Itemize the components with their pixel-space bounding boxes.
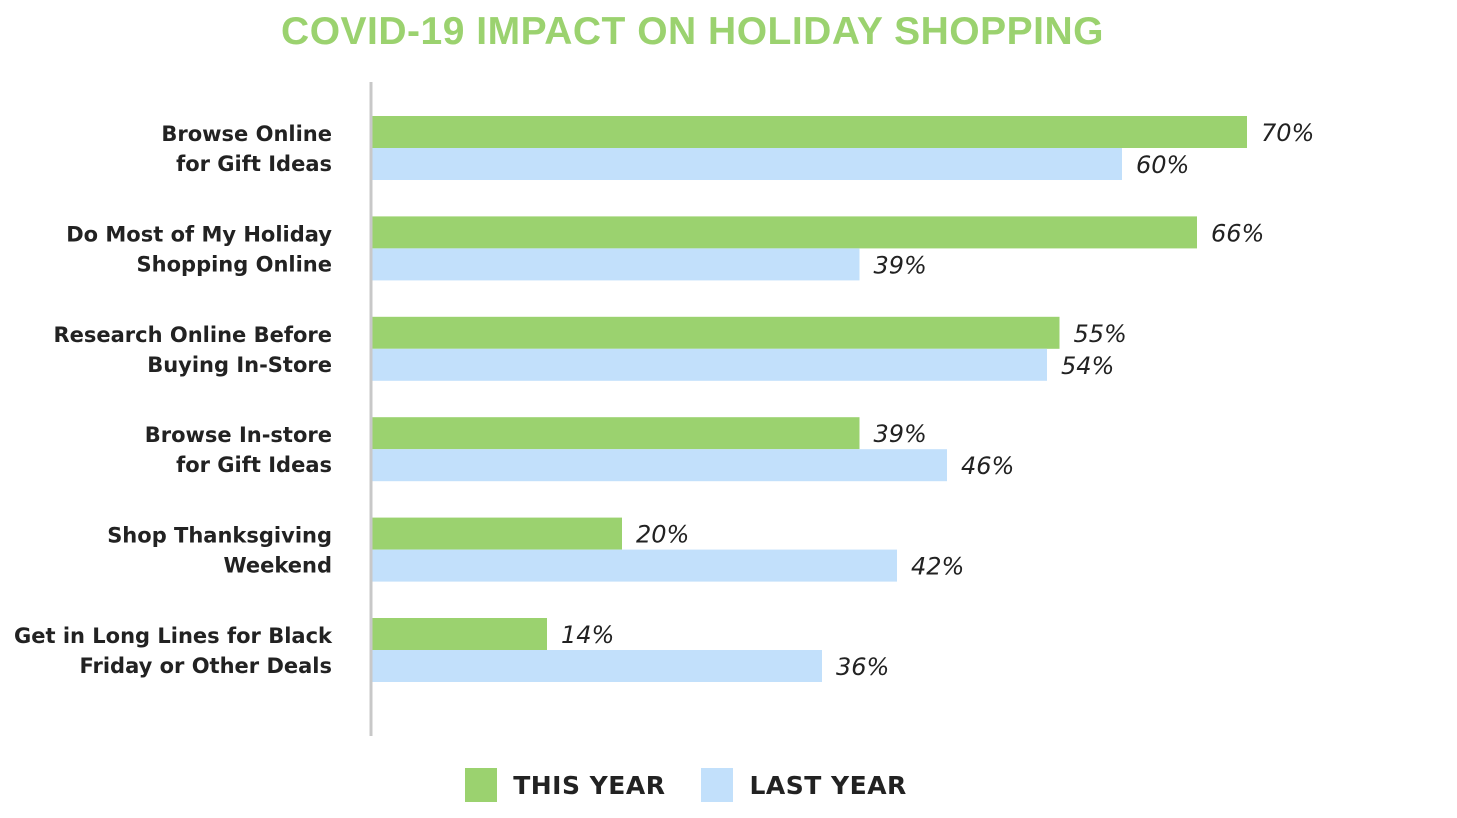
data-label: 42%: [911, 553, 964, 581]
data-label: 39%: [874, 420, 927, 448]
bar-this-year: [372, 116, 1247, 148]
legend-label-last-year: LAST YEAR: [749, 770, 907, 800]
data-label: 36%: [836, 653, 889, 681]
data-label: 46%: [961, 452, 1014, 480]
bar-last-year: [372, 650, 822, 682]
category-label: for Gift Ideas: [176, 453, 332, 477]
legend-swatch-last-year: [701, 768, 734, 802]
category-label: Friday or Other Deals: [79, 654, 332, 678]
data-label: 54%: [1061, 352, 1114, 380]
bar-last-year: [372, 348, 1047, 381]
bar-last-year: [372, 248, 860, 281]
legend-item-last-year: LAST YEAR: [701, 768, 906, 802]
legend-item-this-year: THIS YEAR: [465, 768, 665, 802]
data-label: 66%: [1211, 219, 1264, 247]
bar-last-year: [372, 449, 947, 482]
bar-this-year: [372, 417, 860, 450]
category-label: Do Most of My Holiday: [66, 222, 332, 246]
data-label: 20%: [636, 521, 689, 549]
data-label: 70%: [1261, 119, 1314, 147]
bar-this-year: [372, 618, 547, 650]
category-label: Weekend: [223, 554, 332, 578]
data-label: 55%: [1074, 320, 1127, 348]
bar-last-year: [372, 549, 897, 582]
data-label: 14%: [561, 621, 614, 649]
category-label: Browse Online: [161, 122, 332, 146]
bar-last-year: [372, 148, 1122, 180]
category-label: Browse In-store: [145, 423, 332, 447]
data-label: 60%: [1136, 151, 1189, 179]
bar-this-year: [372, 216, 1197, 249]
category-label: Get in Long Lines for Black: [14, 624, 333, 648]
category-label: Shopping Online: [137, 252, 332, 276]
category-label: Shop Thanksgiving: [107, 524, 332, 548]
legend-swatch-this-year: [465, 768, 498, 802]
bar-this-year: [372, 517, 622, 550]
labels-layer: Browse Online for Gift Ideas 70% 60% Do Most…: [14, 119, 1314, 681]
bar-this-year: [372, 316, 1060, 349]
category-label: Research Online Before: [53, 323, 332, 347]
category-label: Buying In-Store: [147, 353, 332, 377]
chart-title: COVID-19 IMPACT ON HOLIDAY SHOPPING: [281, 10, 1104, 53]
bars-layer: [372, 116, 1247, 682]
data-label: 39%: [874, 251, 927, 279]
legend: THIS YEAR LAST YEAR: [0, 768, 1372, 802]
legend-label-this-year: THIS YEAR: [513, 770, 666, 800]
category-label: for Gift Ideas: [176, 152, 332, 176]
